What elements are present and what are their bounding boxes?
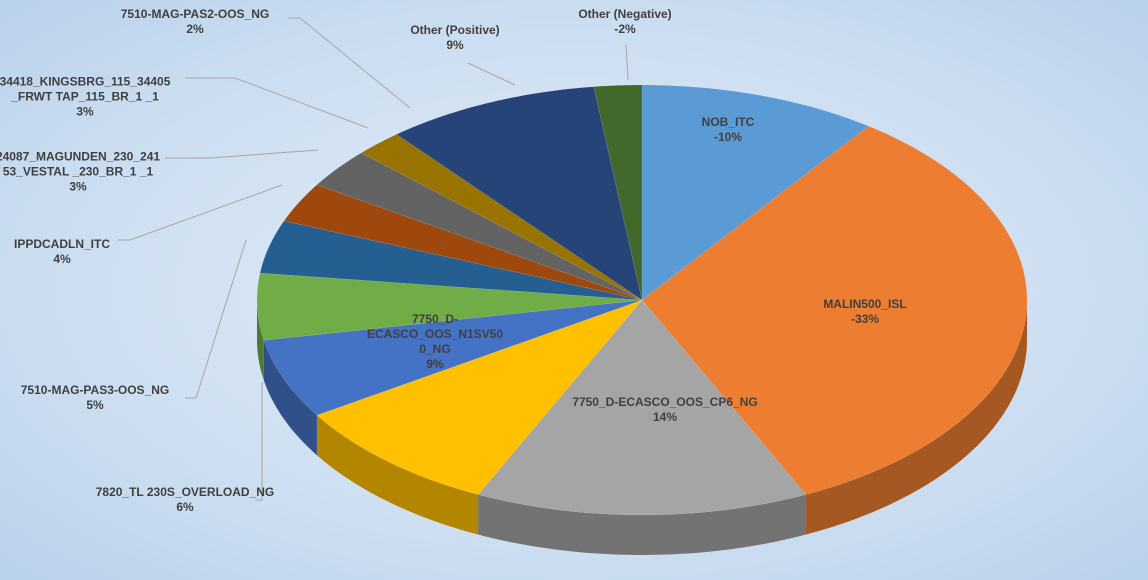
pie-slice bbox=[316, 299, 643, 495]
slice-value: 3% bbox=[76, 104, 94, 119]
slice-name: 7510-MAG-PAS3-OOS_NG bbox=[20, 383, 170, 397]
slice-name: IPPDCADLN_ITC bbox=[13, 237, 110, 251]
slice-value: 5% bbox=[86, 398, 104, 412]
pie-slice-side bbox=[257, 300, 264, 381]
pie-slice bbox=[259, 220, 643, 301]
slice-name: 24087_MAGUNDEN_230_24153_VESTAL _230_BR_… bbox=[0, 149, 161, 179]
pie-slice bbox=[477, 299, 807, 516]
data-label: NOB_ITC -10% bbox=[683, 115, 773, 145]
slice-value: 3% bbox=[69, 179, 87, 194]
slice-value: -10% bbox=[713, 130, 742, 144]
slice-name: 34418_KINGSBRG_115_34405_FRWT TAP_115_BR… bbox=[0, 74, 171, 104]
data-label: 34418_KINGSBRG_115_34405_FRWT TAP_115_BR… bbox=[0, 75, 173, 120]
data-label: 24087_MAGUNDEN_230_24153_VESTAL _230_BR_… bbox=[0, 150, 161, 195]
data-label: MALIN500_ISL -33% bbox=[795, 297, 935, 327]
leader-line bbox=[118, 184, 283, 241]
data-label: Other (Negative) -2% bbox=[565, 7, 685, 37]
slice-name: NOB_ITC bbox=[701, 115, 755, 129]
pie-slice bbox=[256, 272, 643, 341]
slice-value: 14% bbox=[652, 410, 678, 424]
data-label: 7750_D-ECASCO_OOS_N1SV500_NG 9% bbox=[365, 312, 505, 372]
pie-slice bbox=[316, 152, 643, 301]
slice-value: 4% bbox=[53, 252, 71, 266]
pie-slice bbox=[396, 86, 643, 301]
data-label: Other (Positive) 9% bbox=[395, 23, 515, 53]
leader-line bbox=[185, 239, 247, 399]
slice-value: -33% bbox=[850, 312, 879, 326]
pie-slice-side bbox=[263, 340, 317, 456]
data-label: 7510-MAG-PAS2-OOS_NG 2% bbox=[105, 7, 285, 37]
pie-slice bbox=[360, 134, 643, 301]
leader-line bbox=[625, 44, 629, 81]
data-label: 7750_D-ECASCO_OOS_CP6_NG 14% bbox=[555, 395, 775, 425]
pie-slice bbox=[641, 125, 1028, 495]
data-label: IPPDCADLN_ITC 4% bbox=[2, 237, 122, 267]
data-label: 7820_TL 230S_OVERLOAD_NG 6% bbox=[75, 485, 295, 515]
slice-name: 7750_D-ECASCO_OOS_N1SV500_NG bbox=[366, 312, 504, 356]
slice-value: 6% bbox=[176, 500, 194, 514]
pie-slice-side bbox=[316, 415, 479, 535]
leader-line bbox=[288, 17, 411, 109]
leader-line bbox=[255, 382, 263, 501]
slice-name: Other (Negative) bbox=[578, 7, 672, 21]
slice-value: 9% bbox=[446, 38, 464, 52]
pie-slice bbox=[641, 84, 869, 301]
slice-value: -2% bbox=[614, 22, 636, 36]
leader-line bbox=[165, 149, 319, 159]
leader-line bbox=[185, 77, 369, 129]
slice-value: 2% bbox=[186, 22, 204, 36]
slice-name: 7510-MAG-PAS2-OOS_NG bbox=[120, 7, 270, 21]
pie-slice bbox=[263, 299, 643, 416]
slice-name: MALIN500_ISL bbox=[823, 297, 907, 311]
slice-name: 7820_TL 230S_OVERLOAD_NG bbox=[95, 485, 275, 499]
data-label: 7510-MAG-PAS3-OOS_NG 5% bbox=[0, 383, 190, 413]
slice-name: 7750_D-ECASCO_OOS_CP6_NG bbox=[572, 395, 758, 409]
slice-name: Other (Positive) bbox=[410, 23, 500, 37]
pie-slice bbox=[283, 184, 643, 301]
leader-line bbox=[467, 62, 516, 86]
pie-slice bbox=[593, 84, 643, 301]
pie-slice-side bbox=[478, 494, 806, 555]
slice-value: 9% bbox=[426, 357, 444, 371]
pie-slice-side bbox=[805, 300, 1027, 535]
